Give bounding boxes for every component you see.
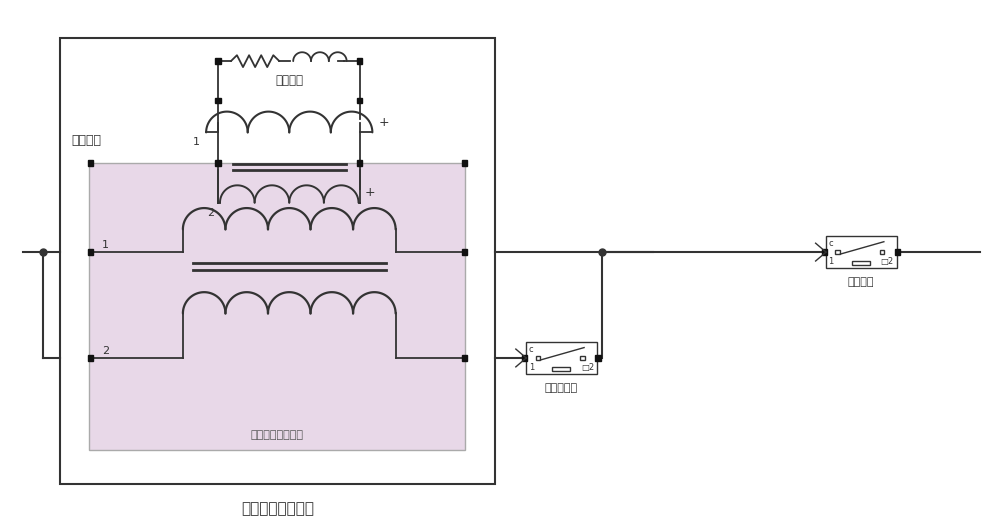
Bar	[88, 355, 93, 361]
Bar	[822, 249, 827, 255]
Text: 铁芯式分裂电抗器: 铁芯式分裂电抗器	[241, 501, 314, 517]
Text: +: +	[364, 186, 375, 199]
Bar	[89, 163, 465, 450]
Bar	[88, 249, 93, 255]
Text: 1: 1	[828, 257, 834, 266]
Text: 可调阻抗: 可调阻抗	[275, 74, 303, 88]
Text: □2: □2	[581, 363, 594, 373]
Text: c: c	[828, 239, 833, 248]
Bar	[522, 355, 527, 361]
Text: 主断路器: 主断路器	[848, 277, 874, 287]
Bar	[462, 355, 467, 361]
Bar	[215, 98, 221, 103]
Bar	[462, 249, 467, 255]
Bar	[852, 261, 870, 266]
Bar	[895, 249, 900, 255]
Bar	[88, 160, 93, 166]
Bar	[552, 367, 570, 372]
Bar	[880, 250, 884, 254]
Bar	[835, 250, 840, 254]
Text: □2: □2	[881, 257, 894, 266]
Bar	[215, 160, 221, 166]
Text: +: +	[378, 116, 389, 129]
Text: 1: 1	[102, 240, 109, 250]
Bar	[215, 59, 221, 64]
Text: 2: 2	[102, 346, 109, 356]
Bar	[357, 98, 362, 103]
Text: 紧耦合分裂电抗器: 紧耦合分裂电抗器	[251, 430, 304, 440]
Bar	[60, 38, 495, 484]
Bar	[536, 356, 540, 360]
Bar	[357, 160, 362, 166]
Bar	[526, 342, 597, 374]
Bar	[580, 356, 585, 360]
Bar	[357, 59, 362, 64]
Bar	[595, 355, 601, 361]
Text: c: c	[529, 345, 533, 354]
Text: 快速断路器: 快速断路器	[545, 383, 578, 392]
Bar	[462, 160, 467, 166]
Text: 第三绕组: 第三绕组	[72, 134, 102, 147]
Text: 1: 1	[193, 137, 200, 147]
Bar	[826, 236, 897, 268]
Text: 2: 2	[207, 208, 214, 217]
Text: 1: 1	[529, 363, 534, 373]
